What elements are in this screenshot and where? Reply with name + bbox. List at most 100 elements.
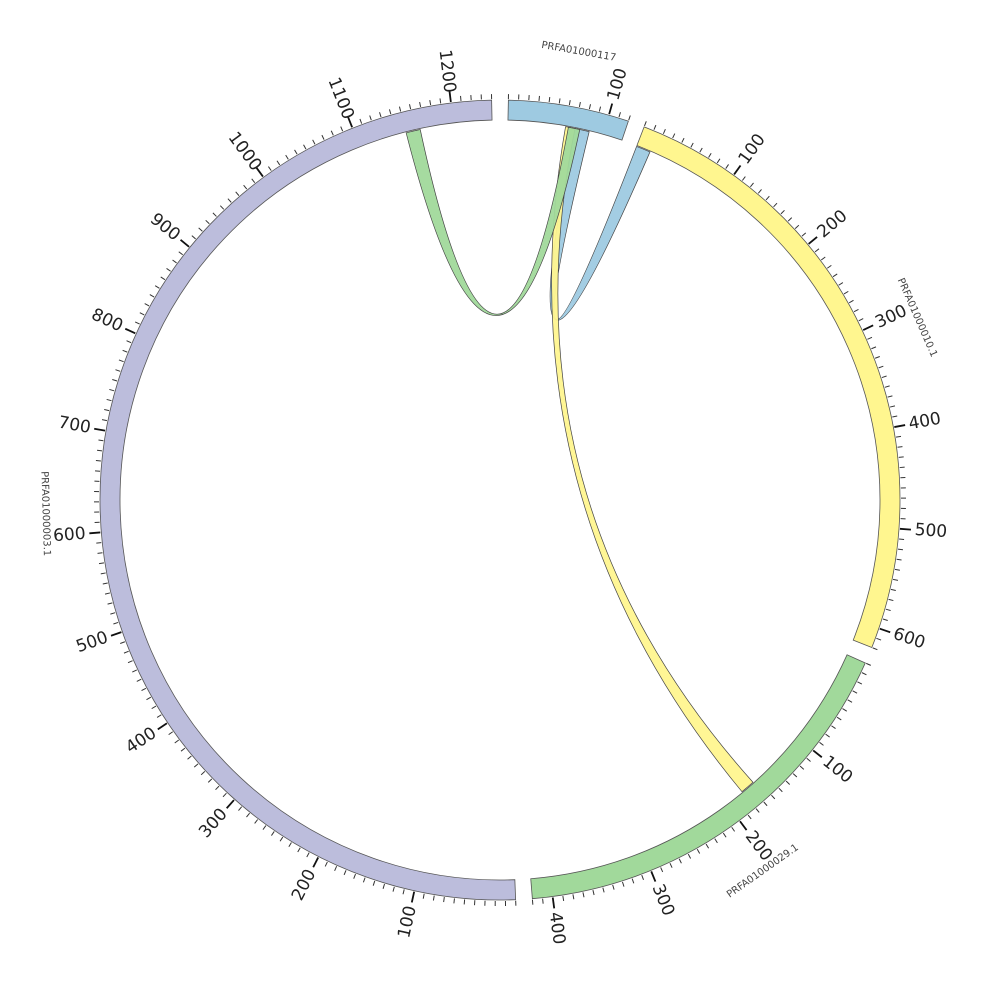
minor-tick-prfa01000003-1-310 (222, 792, 227, 798)
minor-tick-prfa01000003-1-1080 (330, 130, 334, 136)
minor-tick-prfa01000003-1-770 (118, 359, 124, 363)
minor-tick-prfa01000010-1-410 (895, 435, 902, 438)
minor-tick-prfa01000029-1-0 (866, 662, 871, 666)
minor-tick-prfa01000003-1-540 (104, 592, 111, 595)
minor-tick-prfa01000003-1-950 (219, 205, 225, 210)
minor-tick-prfa01000003-1-510 (113, 621, 119, 625)
minor-tick-prfa01000029-1-270 (678, 858, 682, 864)
minor-tick-prfa01000029-1-120 (799, 765, 805, 770)
minor-tick-prfa01000010-1-290 (858, 318, 864, 322)
minor-tick-prfa01000117-50 (558, 98, 561, 104)
minor-tick-prfa01000010-1-60 (699, 147, 703, 153)
tick-label-prfa01000029-1-100: 100 (819, 752, 857, 788)
minor-tick-prfa01000029-1-380 (572, 894, 575, 900)
minor-tick-prfa01000003-1-1130 (379, 112, 382, 118)
major-tick-prfa01000003-1-900 (179, 239, 190, 248)
minor-tick-prfa01000010-1-280 (853, 308, 859, 313)
minor-tick-prfa01000029-1-370 (582, 892, 585, 898)
minor-tick-prfa01000003-1-390 (168, 731, 174, 736)
tick-label-prfa01000010-1-500: 500 (914, 520, 948, 542)
minor-tick-prfa01000010-1-580 (885, 608, 891, 612)
minor-tick-prfa01000003-1-120 (392, 886, 395, 892)
minor-tick-prfa01000010-1-590 (882, 618, 888, 621)
minor-tick-prfa01000010-1-540 (894, 568, 900, 571)
minor-tick-prfa01000010-1-160 (780, 209, 785, 215)
minor-tick-prfa01000010-1-80 (716, 158, 721, 164)
tick-label-prfa01000003-1-1200: 1200 (434, 49, 459, 94)
minor-tick-prfa01000010-1-610 (876, 637, 882, 641)
minor-tick-prfa01000003-1-570 (98, 562, 105, 565)
segment-prfa01000010-1 (636, 126, 901, 649)
major-tick-prfa01000003-1-500 (110, 631, 122, 637)
minor-tick-prfa01000003-1-230 (288, 842, 292, 848)
minor-tick-prfa01000003-1-690 (98, 439, 104, 442)
minor-tick-prfa01000029-1-10 (861, 672, 867, 676)
minor-tick-prfa01000029-1-240 (705, 843, 710, 849)
minor-tick-prfa01000003-1-680 (96, 449, 103, 452)
minor-tick-prfa01000003-1-440 (141, 687, 147, 692)
minor-tick-prfa01000029-1-30 (852, 690, 858, 694)
minor-tick-prfa01000003-1-530 (107, 602, 113, 605)
major-tick-prfa01000010-1-200 (808, 236, 818, 245)
minor-tick-prfa01000010-1-360 (884, 385, 890, 388)
minor-tick-prfa01000003-1-580 (97, 552, 103, 554)
major-tick-prfa01000010-1-300 (862, 324, 874, 331)
minor-tick-prfa01000003-1-150 (362, 877, 366, 883)
minor-tick-prfa01000003-1-750 (112, 379, 118, 382)
tick-label-prfa01000010-1-200: 200 (814, 206, 852, 242)
minor-tick-prfa01000003-1-550 (102, 582, 108, 585)
minor-tick-prfa01000003-1-260 (262, 825, 267, 830)
minor-tick-prfa01000029-1-340 (612, 884, 615, 890)
link-prfa01000117-to-prfa01000010-1 (549, 128, 651, 321)
minor-tick-prfa01000010-1-370 (887, 395, 893, 398)
major-tick-prfa01000003-1-1200 (448, 90, 452, 103)
major-tick-prfa01000010-1-400 (894, 424, 906, 428)
minor-tick-prfa01000003-1-710 (101, 419, 108, 422)
major-tick-prfa01000010-1-500 (899, 527, 911, 531)
minor-tick-prfa01000003-1-720 (104, 409, 110, 412)
minor-tick-prfa01000029-1-110 (806, 757, 811, 762)
minor-tick-prfa01000003-1-870 (166, 267, 171, 272)
major-tick-prfa01000029-1-400 (551, 897, 556, 909)
minor-tick-prfa01000003-1-730 (106, 398, 112, 402)
minor-tick-prfa01000003-1-810 (134, 321, 140, 325)
tick-label-prfa01000029-1-400: 400 (545, 911, 569, 946)
minor-tick-prfa01000003-1-340 (200, 771, 206, 776)
minor-tick-prfa01000029-1-60 (836, 716, 842, 721)
minor-tick-prfa01000029-1-310 (641, 874, 644, 880)
minor-tick-prfa01000003-1-270 (254, 819, 259, 824)
minor-tick-prfa01000003-1-470 (127, 660, 133, 664)
minor-tick-prfa01000003-1-210 (306, 852, 310, 858)
minor-tick-prfa01000029-1-210 (731, 826, 736, 832)
minor-tick-prfa01000003-1-970 (235, 191, 240, 196)
minor-tick-prfa01000117-110 (618, 112, 621, 118)
minor-tick-prfa01000029-1-180 (755, 808, 760, 813)
minor-tick-prfa01000010-1-320 (871, 346, 877, 350)
minor-tick-prfa01000003-1-1010 (267, 166, 272, 171)
minor-tick-prfa01000003-1-860 (160, 276, 166, 281)
major-tick-prfa01000003-1-600 (89, 531, 101, 535)
minor-tick-prfa01000003-1-830 (144, 303, 150, 307)
minor-tick-prfa01000010-1-530 (896, 558, 902, 561)
minor-tick-prfa01000003-1-1070 (321, 134, 325, 140)
minor-tick-prfa01000029-1-410 (542, 898, 544, 904)
minor-tick-prfa01000029-1-160 (771, 794, 776, 800)
minor-tick-prfa01000003-1-180 (334, 866, 338, 871)
ticks-layer (89, 90, 911, 909)
minor-tick-prfa01000003-1-70 (443, 897, 445, 903)
minor-tick-prfa01000117-120 (628, 115, 631, 121)
minor-tick-prfa01000010-1-150 (773, 202, 778, 208)
minor-tick-prfa01000003-1-1170 (419, 101, 422, 108)
minor-tick-prfa01000003-1-350 (193, 763, 199, 768)
minor-tick-prfa01000029-1-20 (857, 681, 863, 685)
minor-tick-prfa01000010-1-520 (897, 548, 904, 551)
minor-tick-prfa01000029-1-40 (847, 699, 853, 703)
minor-tick-prfa01000029-1-50 (842, 708, 848, 712)
tick-label-prfa01000003-1-1000: 1000 (224, 128, 266, 175)
minor-tick-prfa01000010-1-70 (708, 152, 712, 158)
minor-tick-prfa01000029-1-320 (631, 878, 635, 884)
minor-tick-prfa01000029-1-90 (819, 741, 824, 746)
minor-tick-prfa01000003-1-1150 (398, 106, 402, 112)
